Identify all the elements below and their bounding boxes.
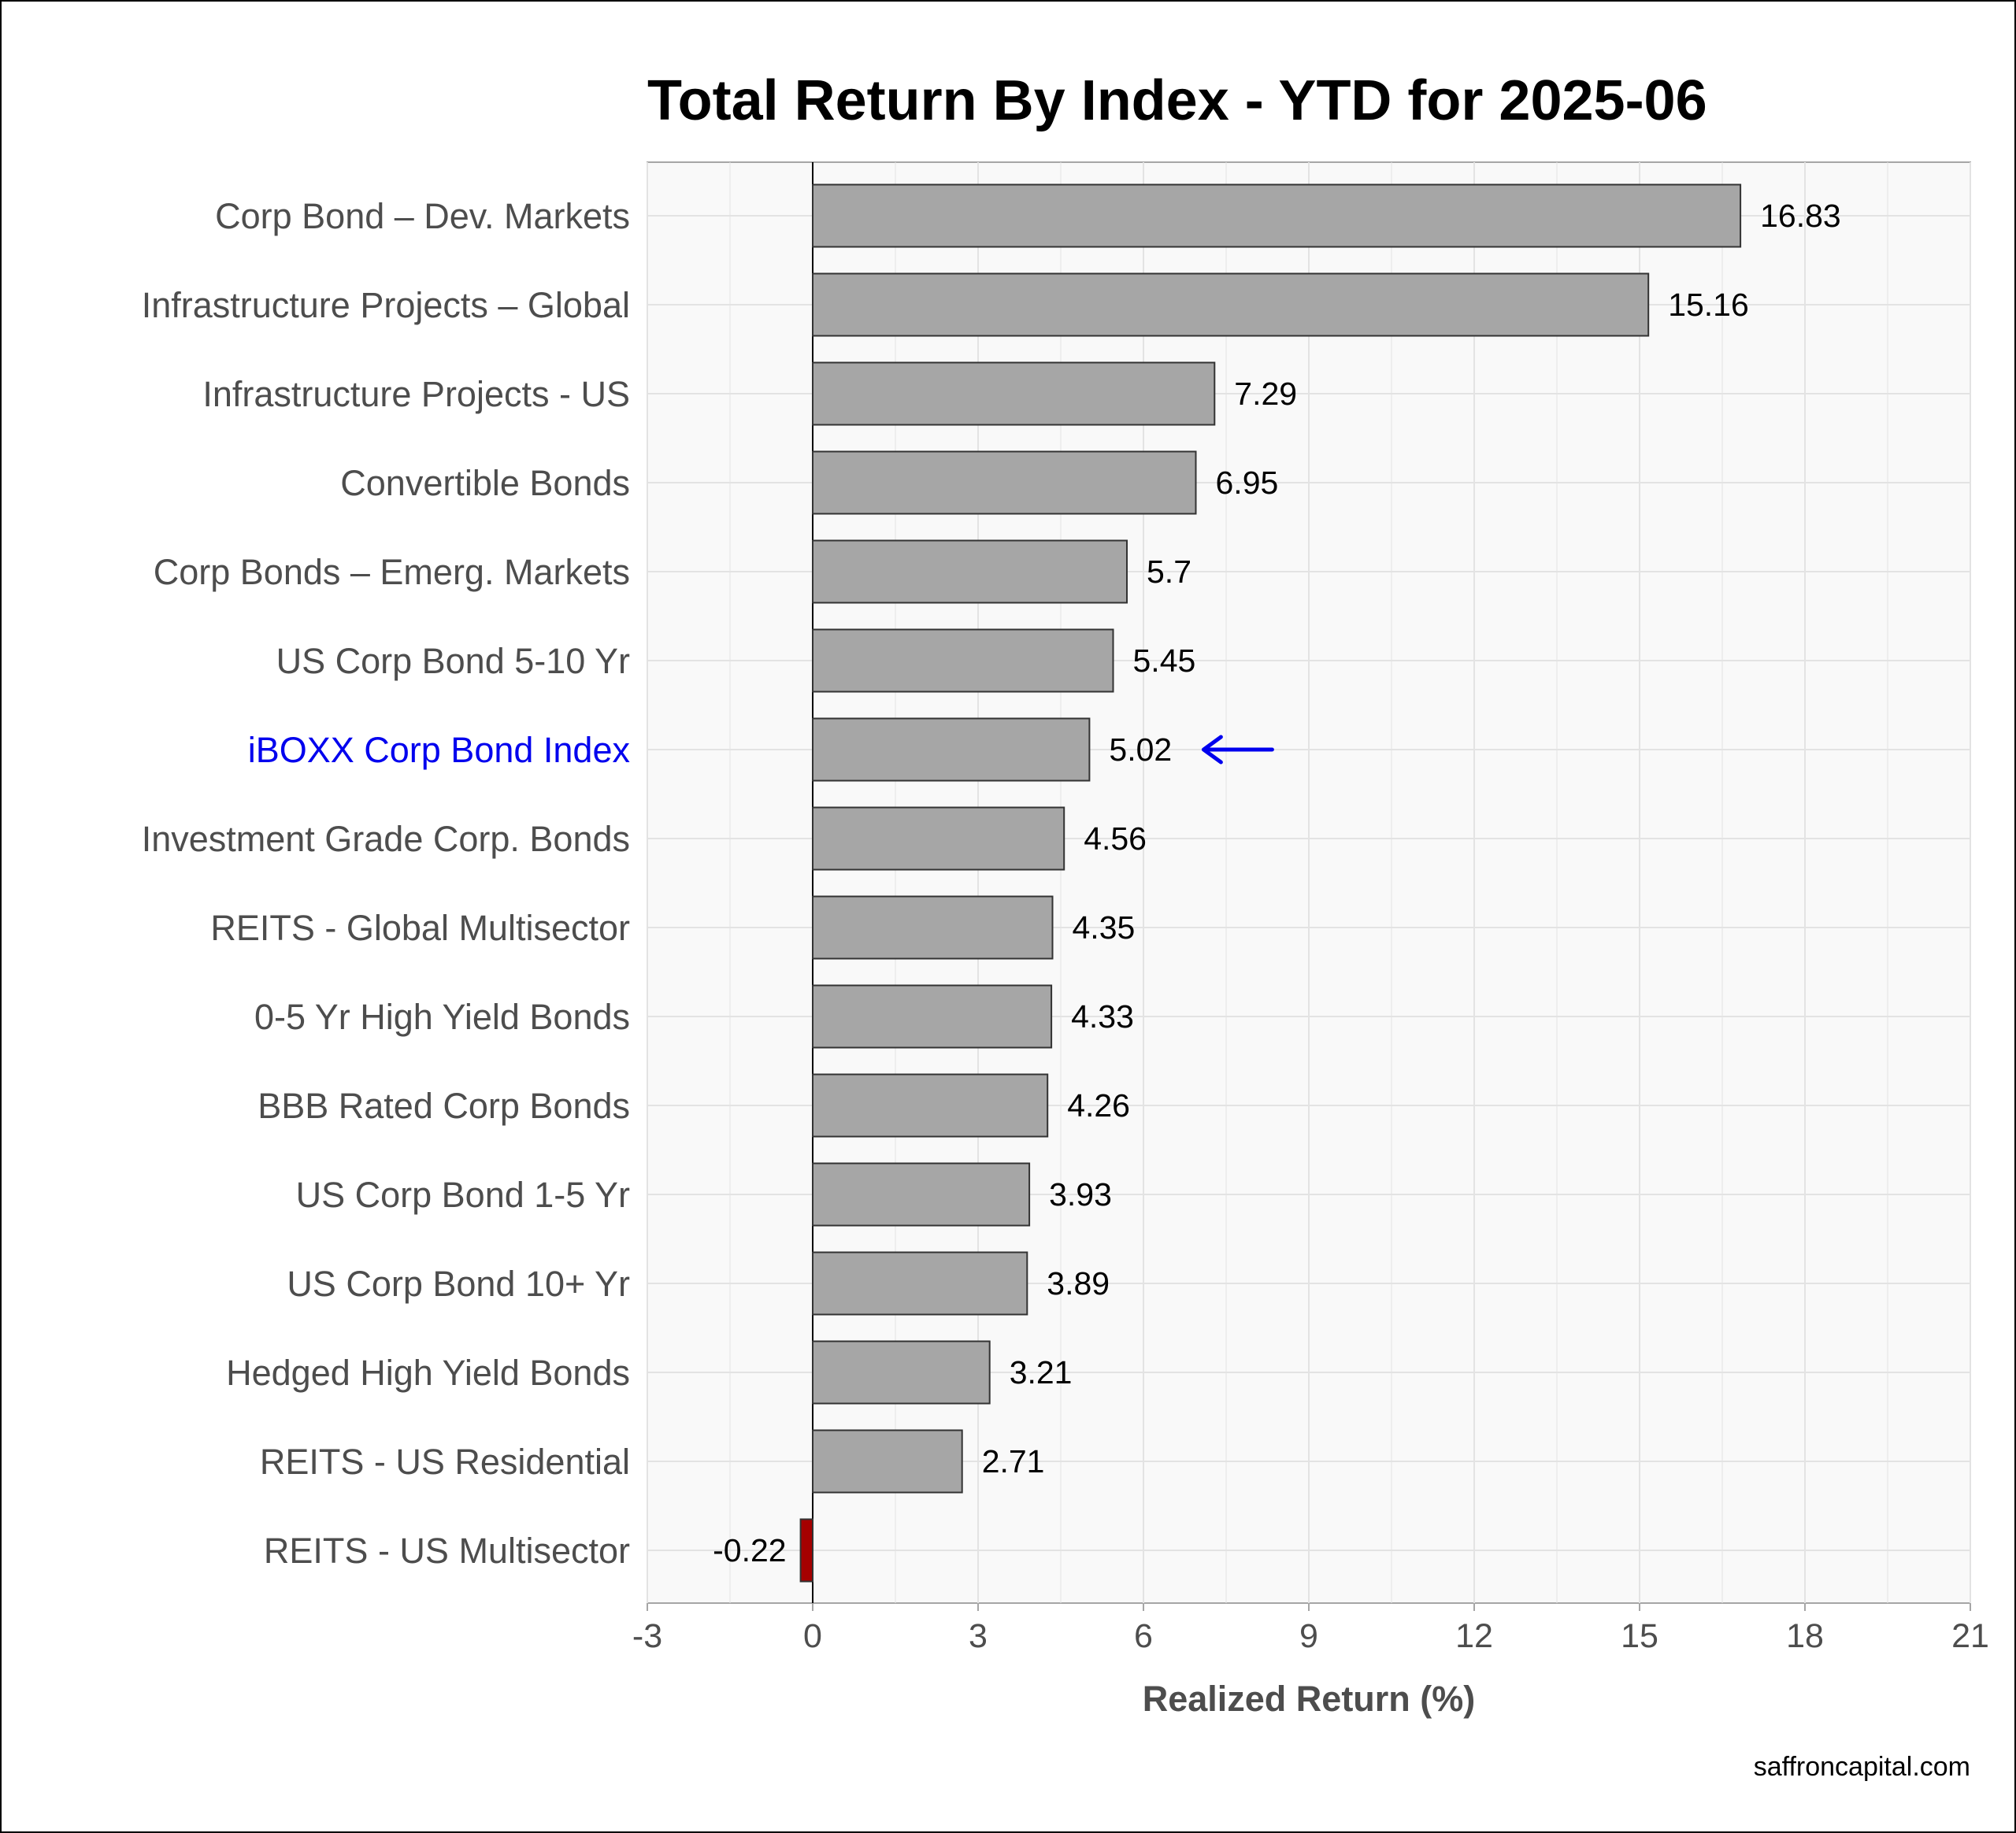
- data-label: 6.95: [1216, 465, 1279, 501]
- x-tick-label: 18: [1786, 1617, 1824, 1655]
- data-label: 3.93: [1049, 1176, 1112, 1213]
- category-label: 0-5 Yr High Yield Bonds: [254, 997, 630, 1037]
- category-label: REITS - Global Multisector: [210, 908, 630, 948]
- x-tick-label: 21: [1951, 1617, 1989, 1655]
- bar: [812, 450, 1197, 515]
- category-label: REITS - US Residential: [260, 1442, 630, 1482]
- x-tick-label: 0: [803, 1617, 822, 1655]
- category-label: iBOXX Corp Bond Index: [248, 730, 631, 770]
- x-tick-label: 6: [1134, 1617, 1153, 1655]
- x-tick-label: 3: [969, 1617, 988, 1655]
- data-label: 5.02: [1109, 731, 1172, 768]
- data-label: 4.56: [1084, 820, 1147, 857]
- bars: 16.83 15.16 7.29 6.95 5.7 5.45 5.02 4.56 4.35 4.3…: [713, 183, 1841, 1583]
- bar: [812, 895, 1054, 960]
- bar: [812, 183, 1742, 248]
- data-label: 3.21: [1010, 1354, 1073, 1390]
- category-labels: Corp Bond – Dev. Markets Infrastructure P…: [142, 196, 631, 1571]
- data-label: 4.35: [1073, 909, 1136, 946]
- bar: [812, 361, 1216, 426]
- bar: [812, 717, 1091, 782]
- category-label: Investment Grade Corp. Bonds: [142, 819, 630, 859]
- data-label: 7.29: [1234, 376, 1297, 412]
- category-label: Infrastructure Projects – Global: [142, 285, 630, 325]
- bar: [812, 984, 1053, 1049]
- category-label: Corp Bonds – Emerg. Markets: [154, 552, 630, 592]
- highlight-arrow-head: [1201, 735, 1223, 765]
- category-label: REITS - US Multisector: [264, 1531, 630, 1571]
- category-label: Corp Bond – Dev. Markets: [215, 196, 630, 236]
- x-tick-label: 12: [1455, 1617, 1493, 1655]
- category-label: US Corp Bond 5-10 Yr: [276, 641, 630, 681]
- bar: [799, 1518, 813, 1583]
- category-label: US Corp Bond 1-5 Yr: [296, 1175, 630, 1215]
- bar: [812, 1162, 1031, 1227]
- bar: [812, 1251, 1028, 1316]
- data-label: 15.16: [1668, 287, 1749, 323]
- category-label: Infrastructure Projects - US: [202, 374, 630, 414]
- category-label: BBB Rated Corp Bonds: [258, 1086, 630, 1126]
- data-label: 4.33: [1071, 998, 1134, 1035]
- data-label: -0.22: [713, 1532, 786, 1568]
- bar: [812, 1340, 991, 1405]
- data-label: 5.7: [1147, 554, 1191, 590]
- x-tick-label: 9: [1299, 1617, 1318, 1655]
- x-tick-label: -3: [632, 1617, 662, 1655]
- data-label: 3.89: [1047, 1265, 1110, 1302]
- bar: [812, 1073, 1049, 1138]
- data-label: 2.71: [982, 1443, 1045, 1479]
- category-label: Hedged High Yield Bonds: [226, 1353, 630, 1393]
- source-credit: saffroncapital.com: [1754, 1752, 1970, 1782]
- category-label: Convertible Bonds: [340, 463, 630, 503]
- data-label: 4.26: [1067, 1087, 1130, 1124]
- bar: [812, 1429, 963, 1494]
- category-label: US Corp Bond 10+ Yr: [287, 1264, 630, 1304]
- bar: [812, 272, 1650, 337]
- bar: [812, 806, 1065, 871]
- data-label: 16.83: [1760, 198, 1841, 234]
- bar: [812, 628, 1114, 693]
- data-label: 5.45: [1133, 642, 1196, 679]
- bar: [812, 539, 1128, 604]
- chart-title: Total Return By Index - YTD for 2025-06: [647, 69, 1707, 132]
- x-axis-ticks: -3 0 3 6 9 12 15 18 21: [632, 1603, 1989, 1655]
- x-tick-label: 15: [1621, 1617, 1658, 1655]
- x-axis-title: Realized Return (%): [1143, 1679, 1476, 1719]
